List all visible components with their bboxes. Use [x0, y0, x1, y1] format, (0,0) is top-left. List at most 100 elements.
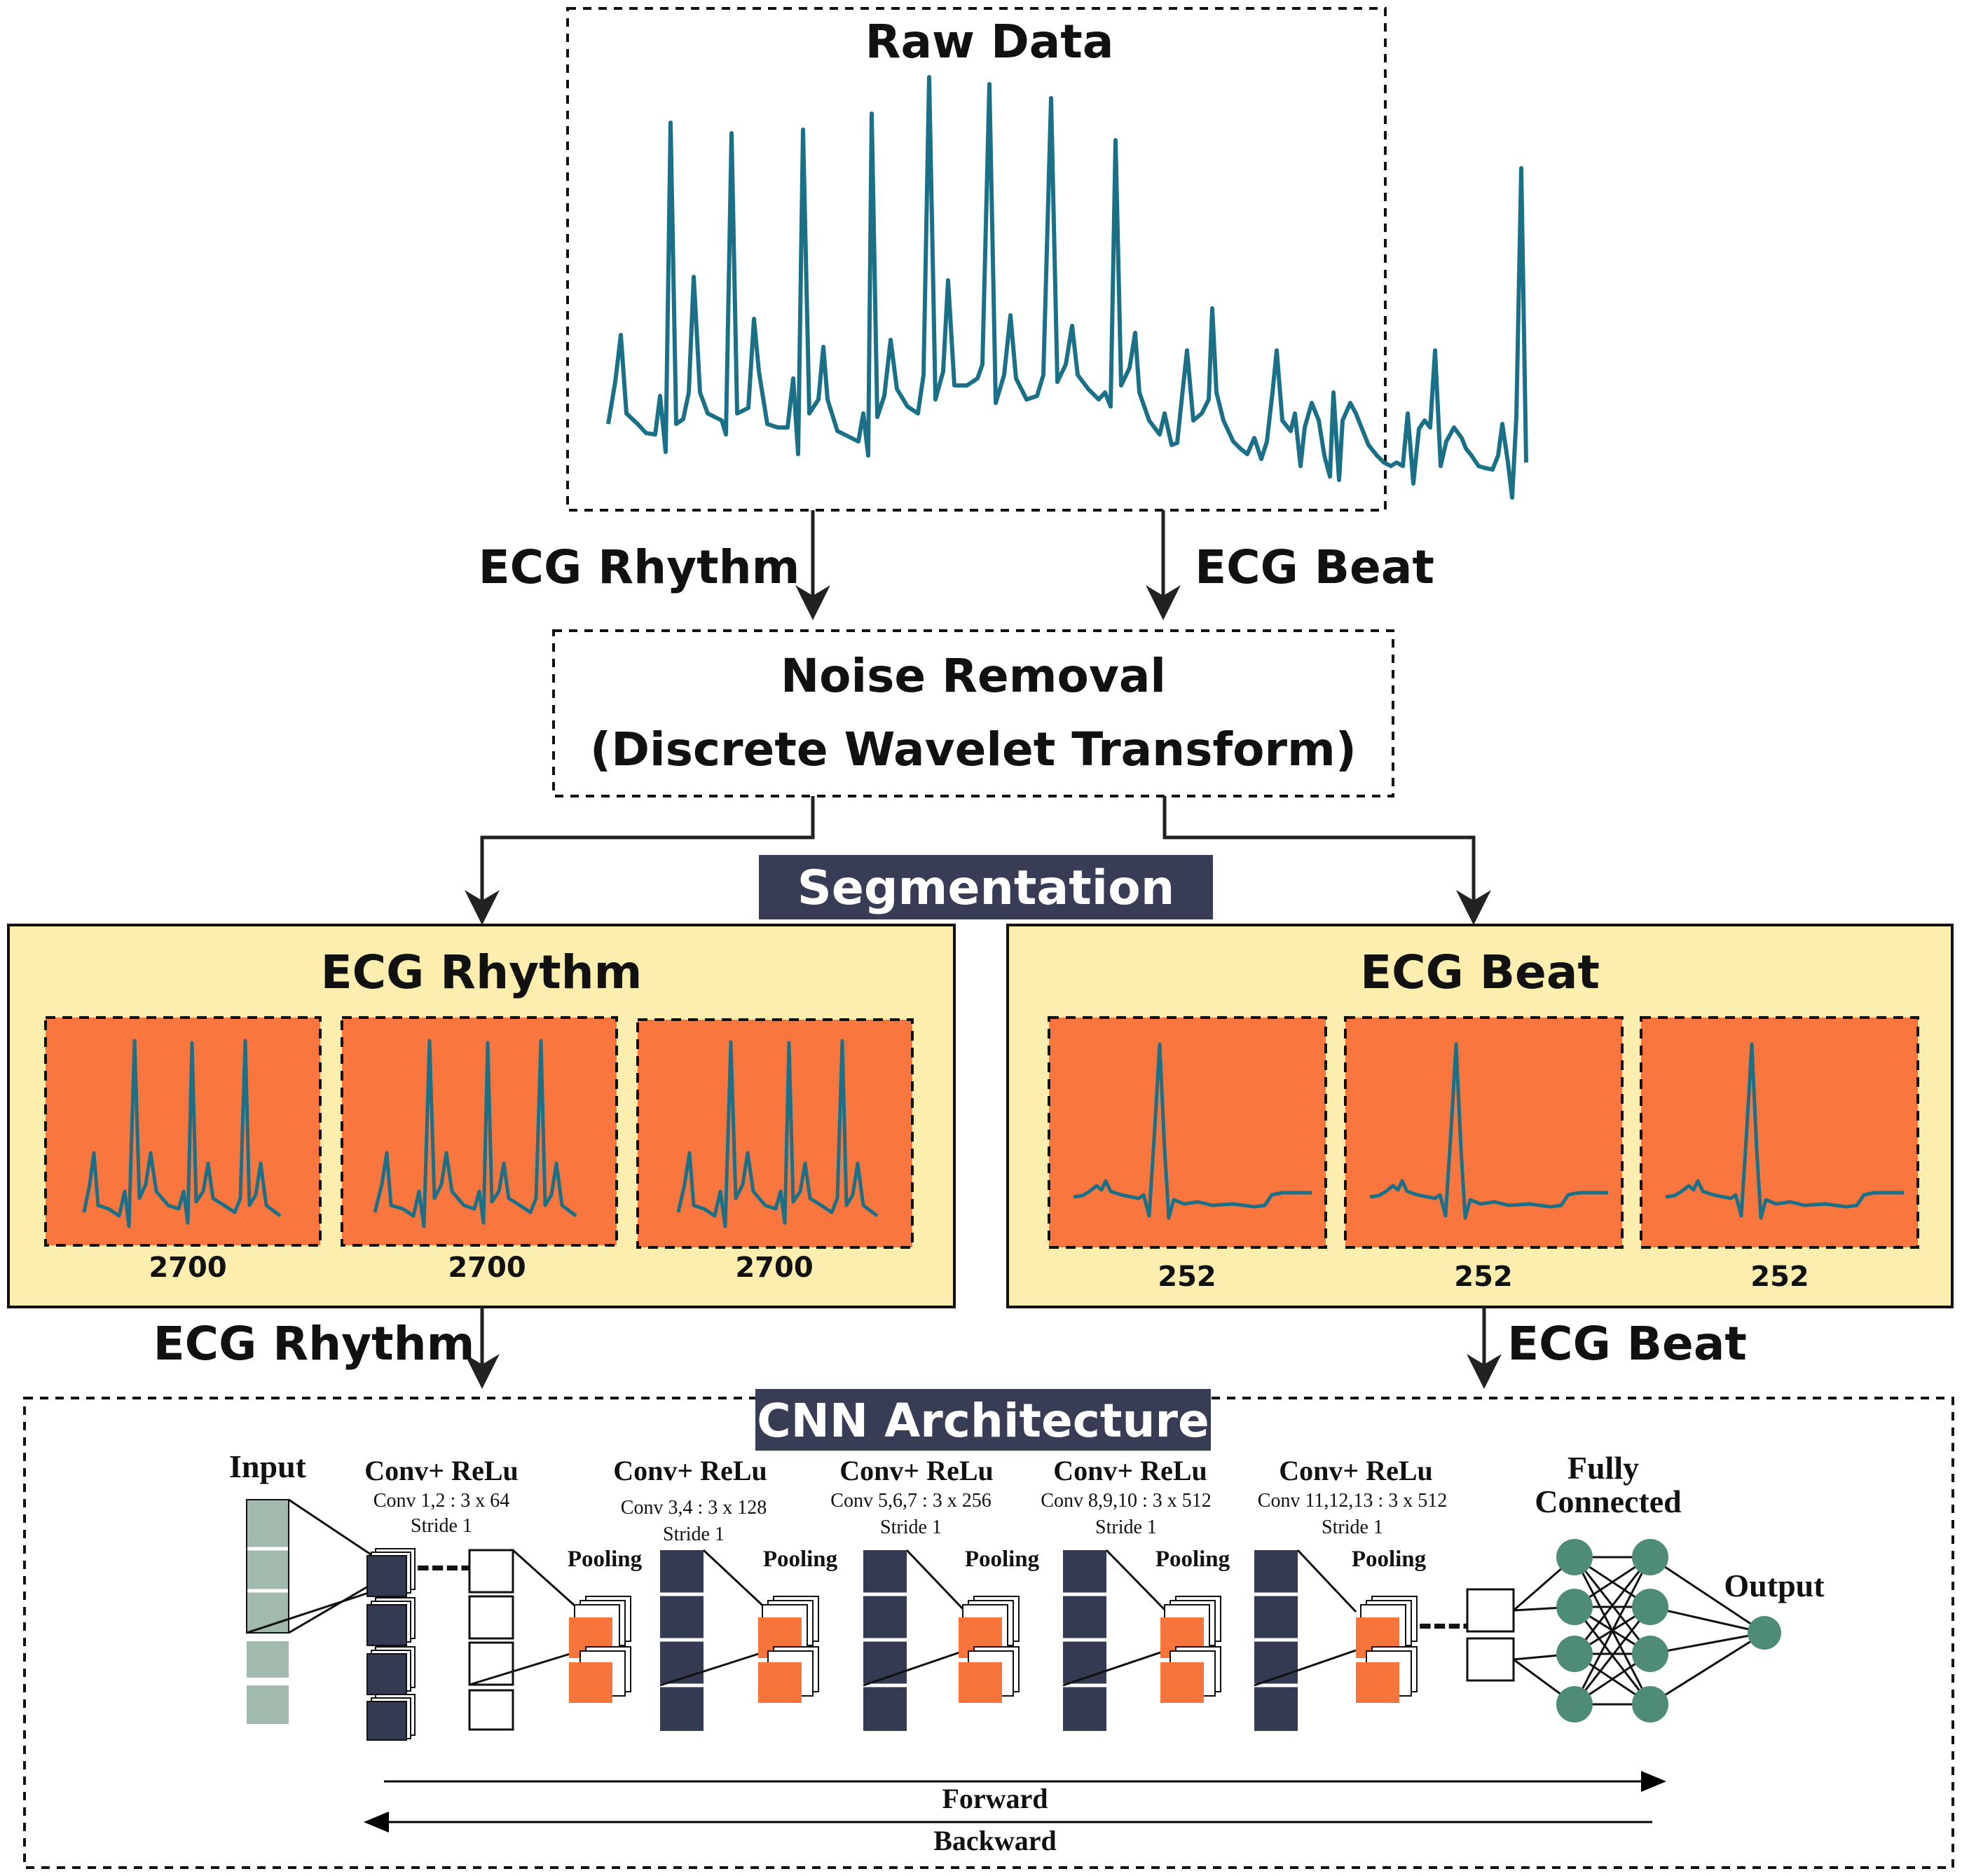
flatten-unit-1 [1466, 1588, 1515, 1633]
svg-text:Conv+ ReLu: Conv+ ReLu [1279, 1455, 1433, 1486]
svg-text:Conv 8,9,10 : 3 x 512: Conv 8,9,10 : 3 x 512 [1041, 1490, 1211, 1512]
fc-node [1556, 1636, 1593, 1672]
input-vector [246, 1499, 289, 1724]
raw-data-box [566, 7, 1387, 512]
fc-node [1556, 1539, 1593, 1575]
rhythm-size-1: 2700 [149, 1252, 226, 1284]
rhythm-wave-3 [676, 1039, 879, 1228]
rhythm-segment-2 [341, 1016, 618, 1247]
proj-1a [512, 1549, 583, 1613]
pooling-stack-5 [1356, 1596, 1418, 1703]
fc-nodes [1556, 1539, 1668, 1723]
pooling-stack-2 [758, 1596, 819, 1703]
backward-label: Backward [933, 1825, 1057, 1856]
lower-left-label: ECG Rhythm [153, 1317, 475, 1371]
fc-node [1632, 1589, 1668, 1625]
pooling-label-1: Pooling [568, 1547, 643, 1572]
lower-right-label: ECG Beat [1507, 1317, 1747, 1371]
rhythm-segment-3 [636, 1018, 914, 1249]
conv-block-3-column [863, 1550, 907, 1731]
ellipsis-1: ---- [416, 1546, 474, 1587]
beat-segment-2 [1344, 1016, 1624, 1249]
svg-text:Conv 5,6,7 : 3 x 256: Conv 5,6,7 : 3 x 256 [830, 1490, 991, 1512]
beat-wave-3 [1665, 1042, 1904, 1220]
proj-4b [1062, 1649, 1167, 1687]
input-projection-mid [288, 1581, 376, 1634]
svg-text:Stride 1: Stride 1 [411, 1515, 472, 1537]
proj-3b [863, 1649, 966, 1687]
proj-4a [1105, 1549, 1168, 1613]
svg-text:Stride 1: Stride 1 [663, 1524, 725, 1545]
branch-right-label: ECG Beat [1195, 540, 1434, 594]
beat-segment-3 [1640, 1016, 1919, 1249]
rhythm-size-3: 2700 [735, 1252, 813, 1284]
proj-1b [469, 1649, 582, 1686]
pooling-label-3: Pooling [965, 1547, 1040, 1572]
pooling-stack-4 [1160, 1596, 1221, 1703]
input-projection-top [288, 1498, 376, 1559]
conv-block-2-label: Conv+ ReLu Conv 3,4 : 3 x 128 Stride 1 [613, 1455, 767, 1545]
svg-text:Conv+ ReLu: Conv+ ReLu [839, 1455, 994, 1486]
rhythm-segment-1 [44, 1016, 322, 1247]
input-projection-bottom [246, 1589, 376, 1634]
pooling-label-5: Pooling [1352, 1547, 1427, 1572]
pooling-label-4: Pooling [1155, 1547, 1230, 1572]
proj-2b [659, 1649, 770, 1687]
conv-block-2-column [660, 1550, 704, 1731]
svg-text:Stride 1: Stride 1 [880, 1516, 942, 1538]
branch-left-label: ECG Rhythm [479, 540, 800, 594]
rhythm-panel-title: ECG Rhythm [321, 945, 643, 999]
svg-text:Conv+ ReLu: Conv+ ReLu [1053, 1455, 1207, 1486]
svg-text:Conv 11,12,13 : 3 x 512: Conv 11,12,13 : 3 x 512 [1258, 1490, 1447, 1512]
fc-node [1632, 1686, 1668, 1723]
beat-size-2: 252 [1454, 1261, 1513, 1293]
pooling-label-2: Pooling [763, 1547, 838, 1572]
forward-label: Forward [942, 1783, 1048, 1814]
connector-noise-to-beat [1162, 796, 1491, 925]
fc-node [1632, 1636, 1668, 1672]
conv-block-4-label: Conv+ ReLu Conv 8,9,10 : 3 x 512 Stride … [1041, 1455, 1211, 1538]
beat-size-1: 252 [1158, 1261, 1216, 1293]
noise-removal-subtitle: (Discrete Wavelet Transform) [590, 723, 1357, 776]
beat-wave-1 [1073, 1042, 1312, 1220]
noise-removal-title: Noise Removal [781, 649, 1166, 703]
fc-label-line1: Fully [1567, 1450, 1639, 1486]
svg-text:Stride 1: Stride 1 [1095, 1516, 1157, 1538]
raw-data-title: Raw Data [865, 15, 1114, 69]
beat-wave-2 [1369, 1042, 1608, 1220]
pooling-stack-3 [959, 1596, 1020, 1703]
beat-panel-title: ECG Beat [1360, 945, 1600, 999]
cnn-title-bg [755, 1389, 1211, 1451]
svg-text:Conv 1,2 : 3 x 64: Conv 1,2 : 3 x 64 [373, 1490, 509, 1512]
output-label: Output [1724, 1568, 1825, 1603]
cnn-title: CNN Architecture [757, 1394, 1209, 1448]
conv-block-4-column [1063, 1550, 1106, 1731]
svg-text:Conv 3,4 : 3 x 128: Conv 3,4 : 3 x 128 [621, 1497, 767, 1519]
beat-segment-1 [1048, 1016, 1327, 1249]
rhythm-size-2: 2700 [448, 1252, 526, 1284]
noise-removal-box [552, 629, 1394, 797]
conv-block-5-column [1254, 1550, 1298, 1731]
fc-node [1632, 1539, 1668, 1575]
conv-block-1-maps [468, 1549, 514, 1731]
beat-size-3: 252 [1750, 1261, 1809, 1293]
conv-block-1-label: Conv+ ReLu Conv 1,2 : 3 x 64 Stride 1 [364, 1455, 519, 1537]
conv-block-1-stacks [366, 1548, 416, 1741]
proj-5a [1296, 1549, 1357, 1613]
output-node [1748, 1616, 1781, 1650]
svg-text:Stride 1: Stride 1 [1322, 1516, 1383, 1538]
proj-5b [1254, 1649, 1357, 1687]
conv-block-3-label: Conv+ ReLu Conv 5,6,7 : 3 x 256 Stride 1 [830, 1455, 993, 1538]
segmentation-label: Segmentation [797, 861, 1175, 916]
rhythm-wave-2 [373, 1039, 577, 1228]
fc-node [1556, 1686, 1593, 1723]
flatten-unit-2 [1466, 1637, 1515, 1682]
input-label: Input [229, 1449, 307, 1484]
pooling-stack-1 [569, 1596, 631, 1703]
proj-2a [702, 1549, 771, 1613]
fc-label-line2: Connected [1535, 1484, 1682, 1519]
svg-text:Conv+ ReLu: Conv+ ReLu [613, 1455, 767, 1486]
segmentation-label-bg [759, 855, 1213, 919]
proj-3a [905, 1549, 967, 1613]
